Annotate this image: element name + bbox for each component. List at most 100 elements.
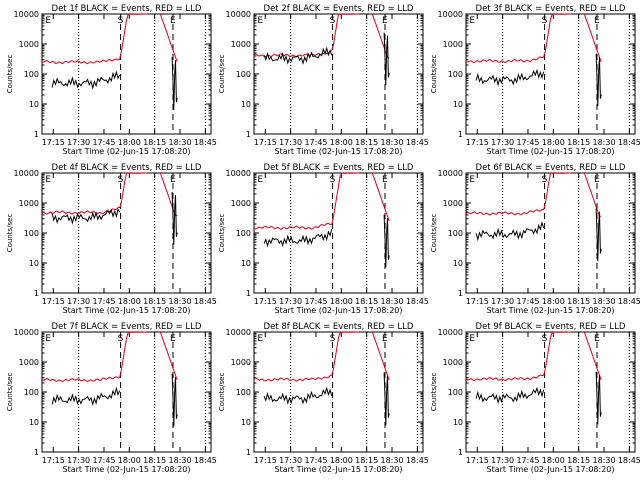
x-tick-label: 17:30 (279, 138, 302, 147)
x-tick-label: 17:15 (254, 138, 277, 147)
x-axis-label: Start Time (02-Jun-15 17:08:20) (487, 147, 615, 156)
y-tick-label: 10000 (438, 328, 463, 337)
lld-series-line (465, 13, 571, 64)
y-tick-label: 10000 (14, 328, 39, 337)
event-marker-label: E (257, 16, 263, 26)
x-tick-label: 17:15 (42, 297, 65, 306)
x-tick-label: 18:30 (380, 138, 403, 147)
lld-series-line (41, 13, 147, 65)
x-tick-label: 17:45 (304, 297, 327, 306)
event-marker-label: E (170, 16, 176, 26)
y-tick-label: 10000 (226, 169, 251, 178)
event-marker-label: S (118, 334, 124, 344)
y-tick-label: 1000 (19, 199, 39, 208)
lld-series-line (41, 331, 147, 383)
lld-series-line (465, 172, 571, 216)
event-marker-label: E (382, 334, 388, 344)
x-tick-label: 17:45 (516, 456, 539, 465)
panel-title: Det 3f BLACK = Events, RED = LLD (476, 4, 626, 14)
detector-panel: Det 5f BLACK = Events, RED = LLD 1 10 100 10… (218, 163, 429, 315)
y-tick-label: 1000 (231, 358, 251, 367)
lld-series-line (253, 13, 359, 58)
x-tick-label: 18:15 (567, 456, 590, 465)
y-tick-label: 100 (24, 388, 39, 397)
plot-frame (253, 13, 424, 135)
detector-panel: Det 9f BLACK = Events, RED = LLD 1 10 100 10… (430, 322, 640, 474)
x-tick-label: 18:00 (542, 297, 565, 306)
x-axis-label: Start Time (02-Jun-15 17:08:20) (275, 147, 403, 156)
y-axis-label: Counts/sec (218, 214, 226, 253)
plot-frame (41, 331, 212, 453)
plot-frame (465, 13, 636, 135)
events-series-line (263, 229, 333, 248)
events-series-line (51, 208, 121, 225)
event-marker-label: E (469, 16, 475, 26)
x-tick-label: 18:15 (355, 138, 378, 147)
event-marker-label: S (330, 175, 336, 185)
x-axis-label: Start Time (02-Jun-15 17:08:20) (275, 465, 403, 474)
y-tick-label: 1 (34, 130, 39, 139)
events-series-line (383, 32, 390, 86)
events-series-line (51, 70, 121, 90)
x-tick-label: 18:00 (542, 456, 565, 465)
x-axis-label: Start Time (02-Jun-15 17:08:20) (63, 465, 191, 474)
y-tick-label: 10 (29, 100, 39, 109)
plot-frame (41, 172, 212, 294)
events-series-line (263, 46, 333, 65)
x-tick-label: 18:15 (143, 456, 166, 465)
y-axis-label: Counts/sec (218, 373, 226, 412)
event-marker-label: S (330, 334, 336, 344)
y-tick-label: 10000 (14, 169, 39, 178)
events-series-line (263, 386, 333, 405)
y-tick-label: 100 (24, 229, 39, 238)
x-tick-label: 17:30 (67, 297, 90, 306)
y-tick-label: 1000 (443, 40, 463, 49)
lld-series-line (253, 172, 359, 231)
event-marker-label: E (594, 334, 600, 344)
x-tick-label: 18:45 (406, 297, 429, 306)
events-series-line (475, 68, 545, 87)
x-tick-label: 17:30 (279, 456, 302, 465)
x-tick-label: 18:45 (406, 456, 429, 465)
event-marker-label: E (594, 175, 600, 185)
x-tick-label: 18:00 (118, 138, 141, 147)
lld-series-line (253, 331, 359, 382)
x-axis-label: Start Time (02-Jun-15 17:08:20) (487, 465, 615, 474)
x-tick-label: 17:45 (92, 138, 115, 147)
y-tick-label: 100 (448, 388, 463, 397)
detector-panel: Det 2f BLACK = Events, RED = LLD 1 10 100 10… (218, 4, 429, 156)
event-marker-label: E (469, 334, 475, 344)
y-tick-label: 1000 (19, 358, 39, 367)
y-tick-label: 1 (34, 448, 39, 457)
y-tick-label: 100 (448, 229, 463, 238)
event-marker-label: E (469, 175, 475, 185)
event-marker-label: S (542, 334, 548, 344)
detector-panel: Det 7f BLACK = Events, RED = LLD 1 10 100 10… (6, 322, 217, 474)
y-tick-label: 10000 (14, 10, 39, 19)
event-marker-label: E (594, 16, 600, 26)
y-tick-label: 10 (29, 259, 39, 268)
detector-panel: Det 8f BLACK = Events, RED = LLD 1 10 100 10… (218, 322, 429, 474)
lld-series-line (583, 13, 602, 63)
y-tick-label: 1 (458, 448, 463, 457)
x-tick-label: 17:15 (42, 456, 65, 465)
events-series-line (475, 386, 545, 405)
x-tick-label: 17:30 (67, 456, 90, 465)
x-tick-label: 17:15 (466, 138, 489, 147)
events-series-line (595, 53, 602, 107)
lld-series-line (583, 172, 602, 217)
x-axis-label: Start Time (02-Jun-15 17:08:20) (63, 147, 191, 156)
x-tick-label: 18:00 (118, 297, 141, 306)
y-axis-label: Counts/sec (6, 373, 14, 412)
y-tick-label: 1000 (19, 40, 39, 49)
x-tick-label: 18:45 (618, 138, 640, 147)
detector-panel: Det 6f BLACK = Events, RED = LLD 1 10 100 10… (430, 163, 640, 315)
panel-title: Det 5f BLACK = Events, RED = LLD (264, 163, 414, 173)
x-tick-label: 17:30 (279, 297, 302, 306)
x-tick-label: 18:45 (194, 138, 217, 147)
panel-title: Det 9f BLACK = Events, RED = LLD (476, 322, 626, 332)
events-series-line (383, 214, 390, 268)
panel-title: Det 7f BLACK = Events, RED = LLD (52, 322, 202, 332)
detector-panel: Det 3f BLACK = Events, RED = LLD 1 10 100 10… (430, 4, 640, 156)
lld-series-line (41, 172, 147, 215)
